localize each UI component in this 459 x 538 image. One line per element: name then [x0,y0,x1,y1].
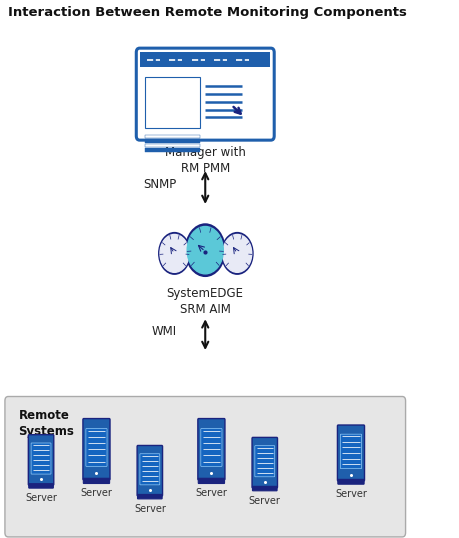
FancyBboxPatch shape [86,429,107,466]
FancyBboxPatch shape [5,397,405,537]
Bar [140,53,269,67]
Bar [145,144,200,147]
Text: SystemEDGE
SRM AIM: SystemEDGE SRM AIM [166,287,243,316]
Circle shape [160,235,189,272]
Bar [145,139,200,143]
FancyBboxPatch shape [252,437,277,488]
FancyBboxPatch shape [137,445,162,496]
Circle shape [220,232,253,275]
FancyBboxPatch shape [137,494,162,499]
Circle shape [222,235,251,272]
Text: Server: Server [195,489,227,498]
Bar [145,77,200,128]
Text: Server: Server [25,493,57,503]
Text: SNMP: SNMP [143,178,176,192]
FancyBboxPatch shape [136,48,274,140]
FancyBboxPatch shape [83,478,109,484]
Text: Interaction Between Remote Monitoring Components: Interaction Between Remote Monitoring Co… [8,6,406,19]
FancyBboxPatch shape [254,445,274,477]
Bar [145,134,200,138]
FancyBboxPatch shape [337,425,364,481]
FancyBboxPatch shape [201,429,222,466]
Circle shape [185,223,225,277]
Text: Server: Server [248,495,280,506]
Bar [145,148,200,152]
FancyBboxPatch shape [83,419,110,480]
Text: Server: Server [334,489,366,499]
Text: Manager with
RM PMM: Manager with RM PMM [164,146,245,174]
Text: Server: Server [80,489,112,498]
Text: Server: Server [134,504,165,514]
FancyBboxPatch shape [252,486,276,491]
FancyBboxPatch shape [197,419,224,480]
FancyBboxPatch shape [340,434,361,469]
FancyBboxPatch shape [31,443,51,474]
FancyBboxPatch shape [337,479,364,484]
FancyBboxPatch shape [140,454,159,485]
FancyBboxPatch shape [198,478,224,484]
Circle shape [158,232,190,275]
FancyBboxPatch shape [28,435,54,485]
Text: WMI: WMI [151,325,176,338]
FancyBboxPatch shape [28,484,53,488]
Circle shape [187,226,223,274]
Text: Remote
Systems: Remote Systems [18,409,74,438]
